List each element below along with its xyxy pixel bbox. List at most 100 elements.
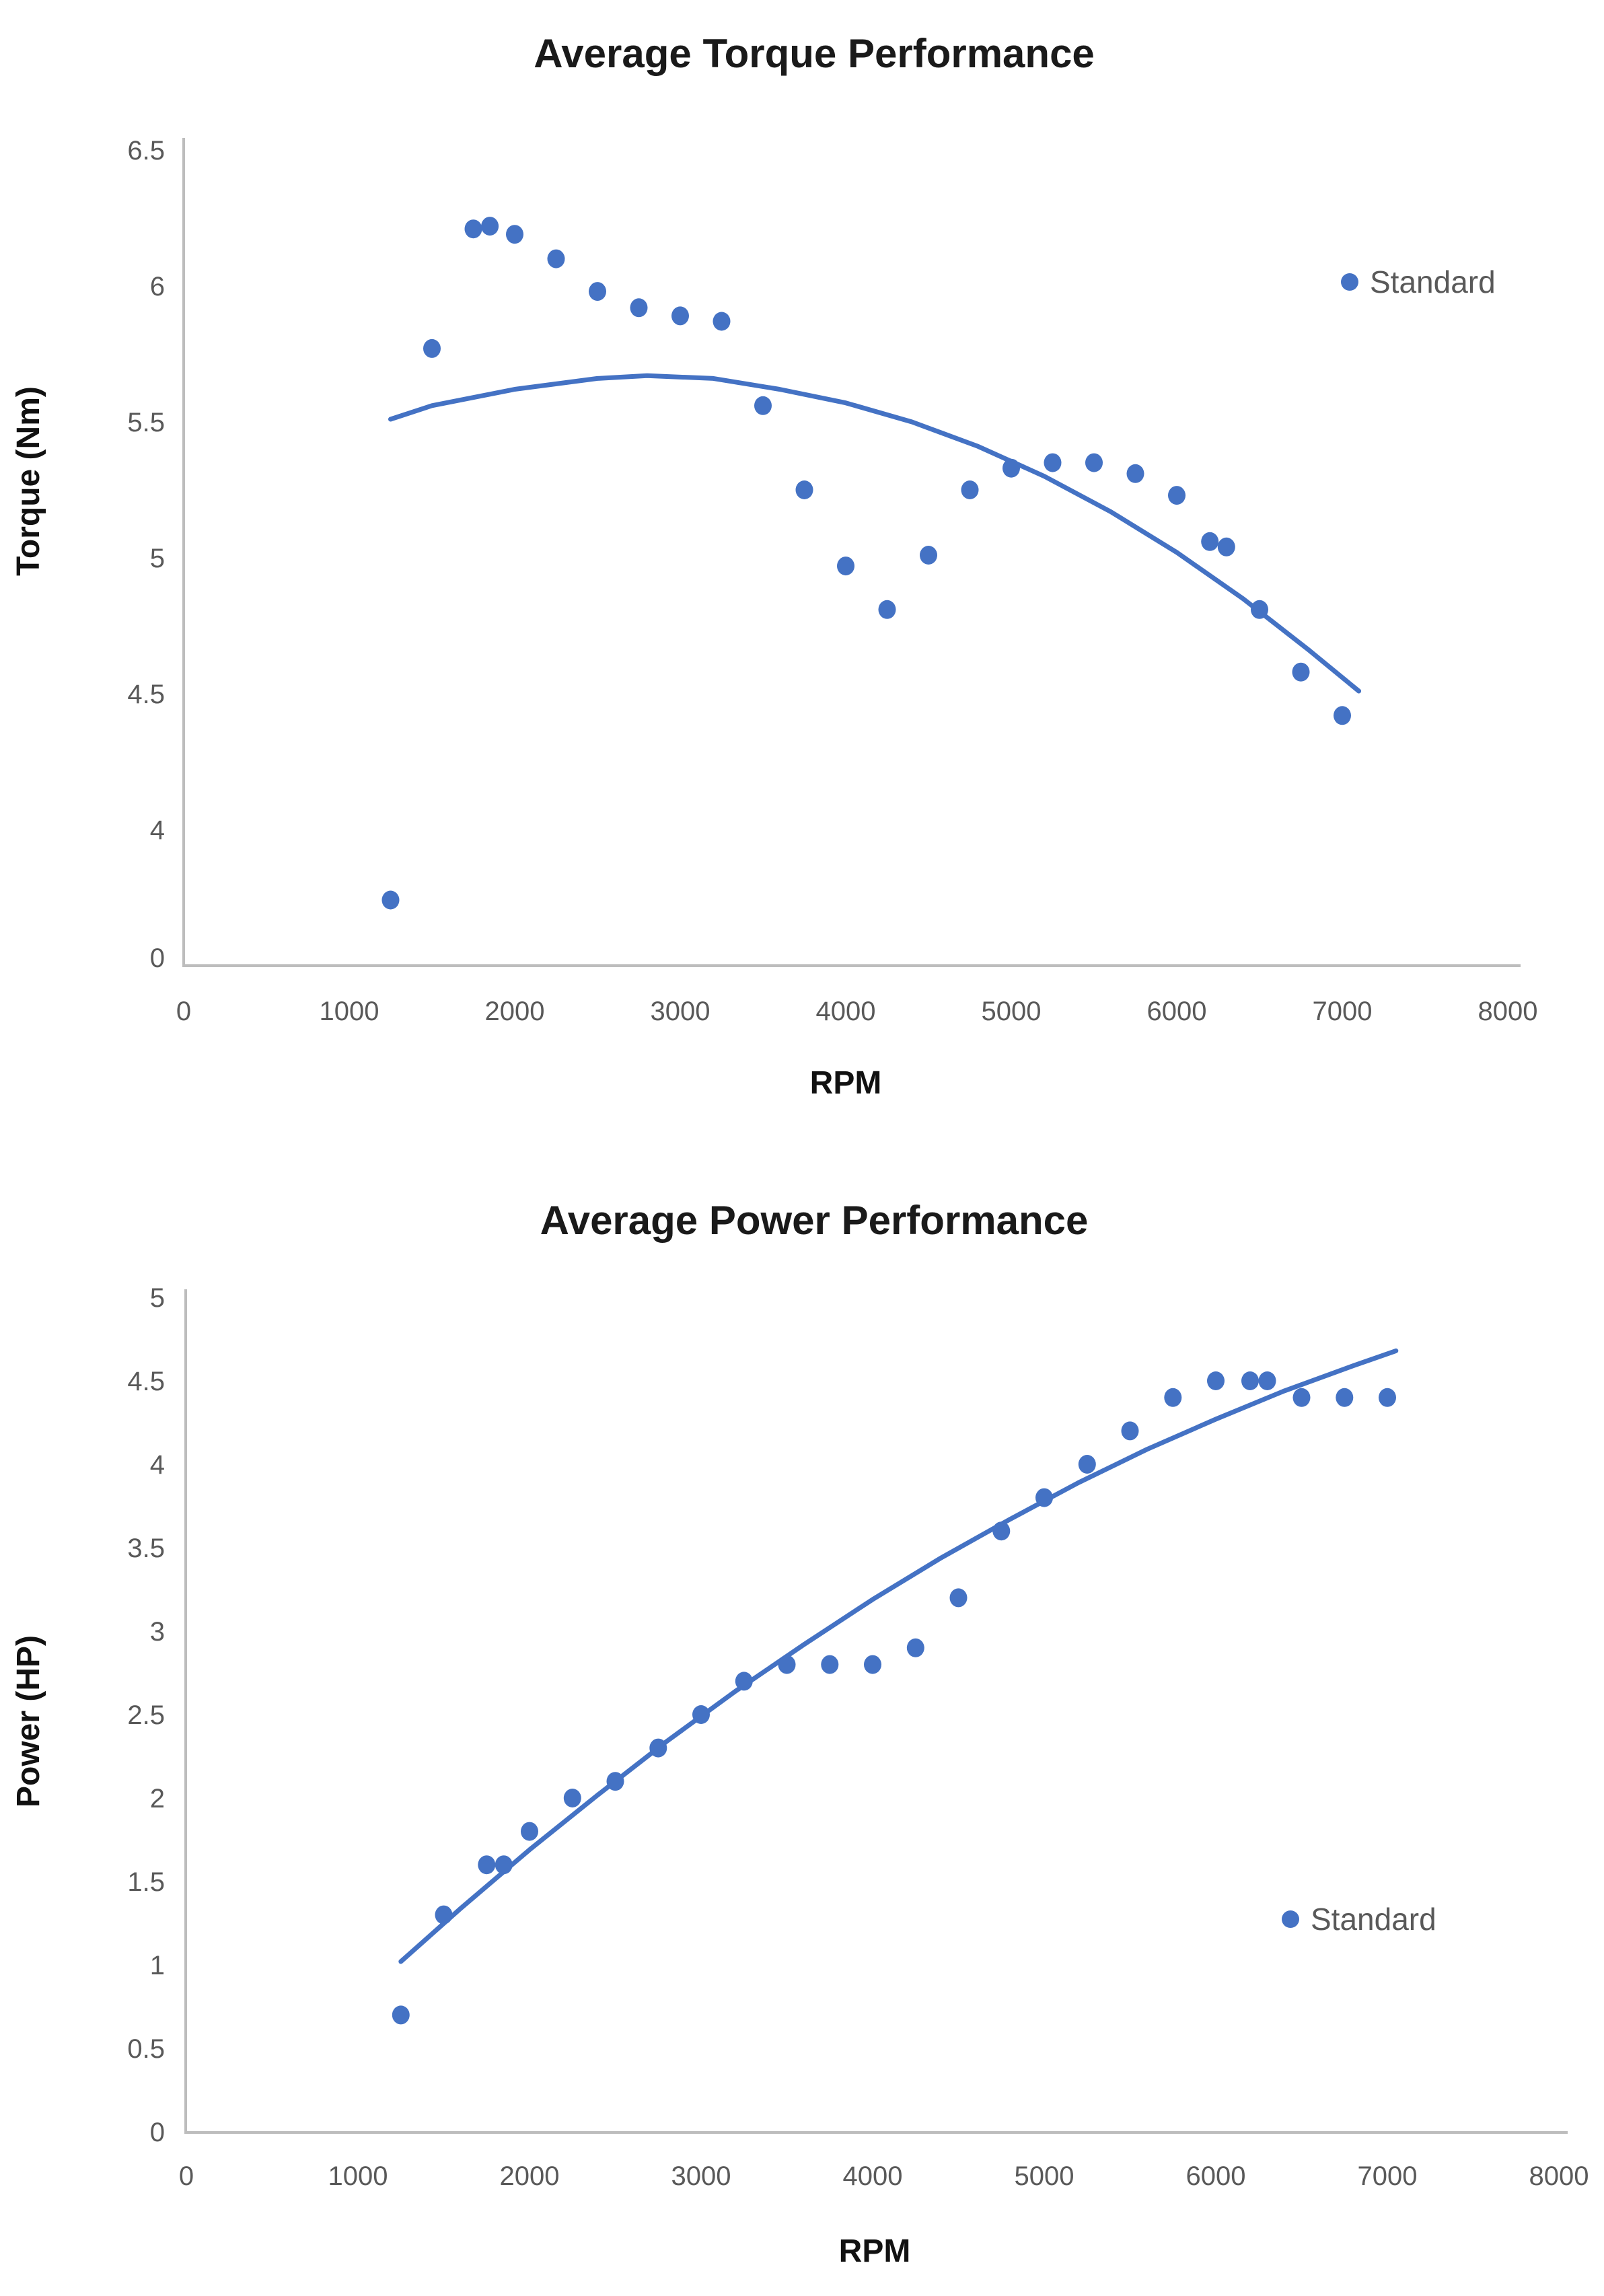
y-axis-tick-labels: 6.5 6 5.5 5 4.5 4 0 [127, 136, 165, 973]
x-tick-label: 5000 [982, 997, 1042, 1026]
data-point [649, 1738, 667, 1758]
data-point [837, 557, 854, 576]
y-tick-label: 0.5 [127, 2034, 165, 2064]
data-point [1002, 458, 1020, 478]
trendline [398, 1348, 1399, 1964]
x-tick-label: 3000 [651, 997, 710, 1026]
data-point [563, 1789, 581, 1807]
chart-title: Average Power Performance [540, 1198, 1089, 1243]
power-chart: Average Power Performance Power (HP) 5 4.… [11, 1198, 1589, 2269]
x-tick-label: 3000 [671, 2161, 731, 2191]
y-tick-label: 4.5 [127, 1367, 165, 1396]
legend-marker-icon [1341, 273, 1358, 291]
data-point [1168, 486, 1186, 505]
data-point [821, 1655, 839, 1674]
data-point [435, 1905, 453, 1925]
data-point [1121, 1421, 1139, 1441]
data-point [735, 1672, 753, 1691]
data-point [1035, 1488, 1053, 1507]
data-point [1292, 1388, 1311, 1407]
data-point [961, 480, 979, 499]
x-axis-title: RPM [839, 2233, 911, 2269]
x-tick-label: 1000 [328, 2161, 388, 2191]
x-tick-label: 5000 [1015, 2161, 1074, 2191]
plot-area [392, 1348, 1399, 2025]
x-tick-label: 1000 [320, 997, 379, 1026]
y-tick-label: 6.5 [127, 136, 165, 166]
data-point [630, 298, 648, 318]
data-point [1336, 1388, 1354, 1407]
y-axis-title: Power (HP) [11, 1635, 46, 1807]
data-point [464, 219, 482, 239]
data-point [920, 546, 937, 565]
data-point [671, 306, 689, 326]
data-point [495, 1855, 513, 1875]
data-point [1258, 1371, 1276, 1390]
data-point [1078, 1455, 1096, 1474]
data-point [1241, 1371, 1259, 1390]
data-point [692, 1705, 710, 1724]
x-tick-label: 2000 [485, 997, 545, 1026]
data-point [478, 1855, 496, 1875]
x-tick-label: 7000 [1313, 997, 1373, 1026]
x-tick-label: 6000 [1186, 2161, 1246, 2191]
data-point [1085, 453, 1103, 472]
data-point [506, 225, 523, 244]
data-point [606, 1772, 624, 1791]
data-point [1044, 453, 1062, 472]
data-point [481, 217, 499, 236]
data-point [423, 338, 441, 358]
x-tick-label: 0 [179, 2161, 194, 2191]
y-tick-label: 2.5 [127, 1700, 165, 1730]
x-tick-label: 8000 [1478, 997, 1538, 1026]
legend-marker-icon [1282, 1910, 1299, 1928]
legend: Standard [1341, 264, 1496, 299]
y-tick-label: 3 [150, 1617, 165, 1647]
y-tick-label: 0 [150, 943, 165, 973]
data-point [1207, 1371, 1225, 1390]
x-axis-tick-labels: 0 1000 2000 3000 4000 5000 6000 7000 8000 [176, 997, 1538, 1026]
x-tick-label: 6000 [1147, 997, 1207, 1026]
data-point [713, 312, 731, 331]
data-point [906, 1638, 924, 1657]
x-tick-label: 4000 [843, 2161, 903, 2191]
data-point [547, 249, 565, 268]
legend-label: Standard [1370, 264, 1496, 299]
y-axis-tick-labels: 5 4.5 4 3.5 3 2.5 2 1.5 1 0.5 0 [127, 1283, 165, 2147]
x-tick-label: 8000 [1529, 2161, 1589, 2191]
data-point [381, 890, 400, 910]
trendline [388, 373, 1362, 694]
data-point [1379, 1388, 1396, 1407]
data-point [1217, 537, 1235, 557]
torque-chart: Average Torque Performance Torque (Nm) 6… [11, 31, 1538, 1101]
data-point [754, 396, 772, 415]
y-tick-label: 4 [150, 816, 165, 845]
x-tick-label: 0 [176, 997, 191, 1026]
data-point [1334, 706, 1351, 725]
x-tick-label: 2000 [500, 2161, 560, 2191]
y-tick-label: 0 [150, 2118, 165, 2147]
data-point [521, 1822, 538, 1841]
y-tick-label: 1 [150, 1951, 165, 1980]
data-point [778, 1655, 796, 1674]
data-point [392, 2005, 410, 2025]
data-point [1292, 662, 1310, 682]
plot-area [381, 217, 1362, 910]
legend-label: Standard [1311, 1902, 1436, 1937]
y-tick-label: 5.5 [127, 408, 165, 437]
data-point [1201, 532, 1219, 551]
data-point [795, 480, 813, 499]
data-point [589, 282, 606, 301]
y-tick-label: 4.5 [127, 680, 165, 709]
y-axis-title: Torque (Nm) [11, 386, 46, 576]
y-tick-label: 1.5 [127, 1867, 165, 1897]
x-tick-label: 4000 [816, 997, 876, 1026]
legend: Standard [1282, 1902, 1436, 1937]
y-tick-label: 3.5 [127, 1534, 165, 1563]
data-point [878, 600, 896, 619]
data-point [1251, 600, 1268, 619]
y-tick-label: 4 [150, 1450, 165, 1480]
data-point [1164, 1388, 1182, 1407]
y-tick-label: 6 [150, 272, 165, 301]
